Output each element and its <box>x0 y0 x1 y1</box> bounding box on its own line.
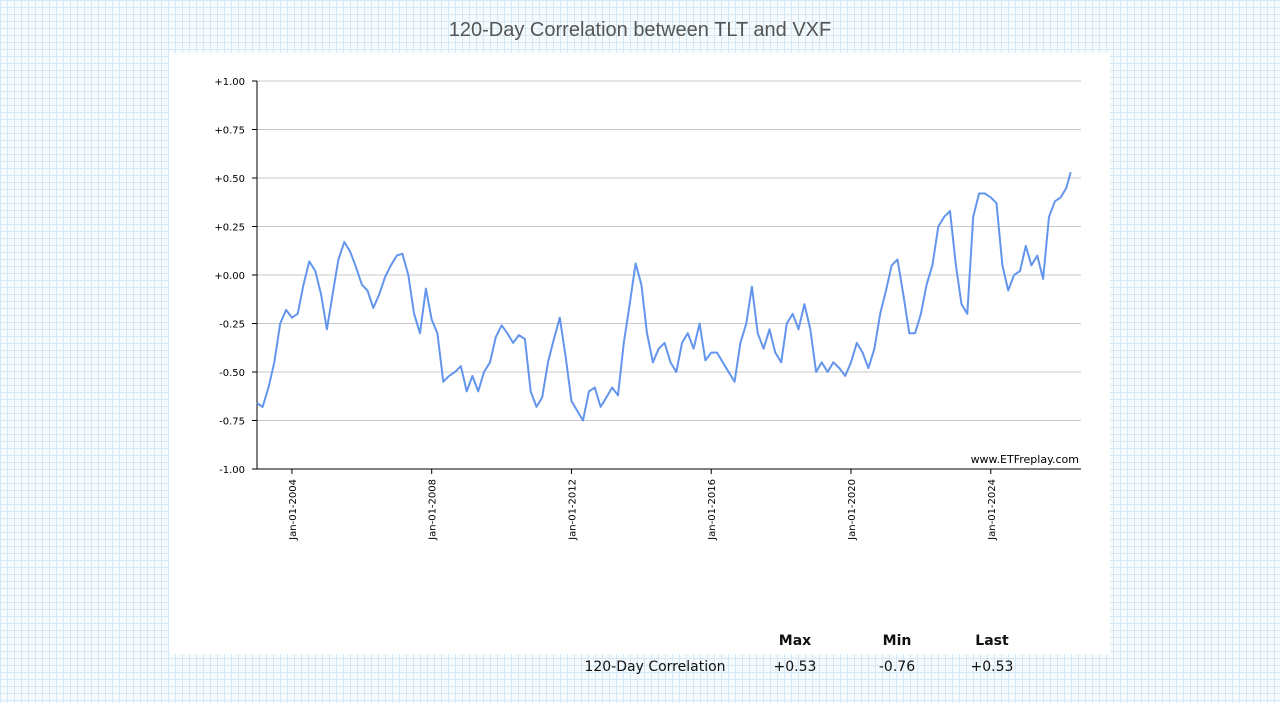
stats-max-value: +0.53 <box>773 659 817 675</box>
stats-row: 120-Day Correlation +0.53 -0.76 +0.53 <box>565 653 1035 681</box>
x-tick-label: Jan-01-2024 <box>987 479 998 541</box>
stats-header-last: Last <box>975 633 1009 649</box>
stats-min-value: -0.76 <box>878 659 916 675</box>
stats-header-row: Max Min Last <box>565 629 1035 653</box>
y-tick-label: +1.00 <box>214 77 245 88</box>
stats-row-label: 120-Day Correlation <box>584 659 726 675</box>
y-tick-label: +0.75 <box>214 126 245 137</box>
stats-header-min: Min <box>882 633 912 649</box>
y-tick-label: -0.50 <box>219 368 245 379</box>
x-tick-label: Jan-01-2020 <box>847 479 858 541</box>
x-tick-label: Jan-01-2008 <box>428 479 439 541</box>
correlation-chart: -1.00 -0.75 -0.50 -0.25 +0.00 +0.25 +0.50 +0.75… <box>214 77 1081 541</box>
chart-title: 120-Day Correlation between TLT and VXF <box>448 19 832 41</box>
x-tick-label: Jan-01-2004 <box>288 479 299 541</box>
stats-table: Max Min Last 120-Day Correlation +0.53 -… <box>565 629 1035 681</box>
chart-panel: -1.00 -0.75 -0.50 -0.25 +0.00 +0.25 +0.50 +0.75… <box>169 53 1110 675</box>
watermark-text: www.ETFreplay.com <box>971 453 1079 466</box>
correlation-series-line <box>256 171 1072 422</box>
y-tick-label: +0.00 <box>214 271 245 282</box>
y-tick-label: -1.00 <box>219 465 245 476</box>
stats-header-max: Max <box>778 633 812 649</box>
y-tick-label: -0.25 <box>219 320 245 331</box>
stats-header-blank <box>565 629 745 653</box>
x-tick-label: Jan-01-2016 <box>707 479 718 541</box>
x-tick-label: Jan-01-2012 <box>567 479 578 541</box>
y-tick-label: -0.75 <box>219 417 245 428</box>
y-tick-label: +0.50 <box>214 174 245 185</box>
y-tick-label: +0.25 <box>214 223 245 234</box>
stats-last-value: +0.53 <box>970 659 1014 675</box>
